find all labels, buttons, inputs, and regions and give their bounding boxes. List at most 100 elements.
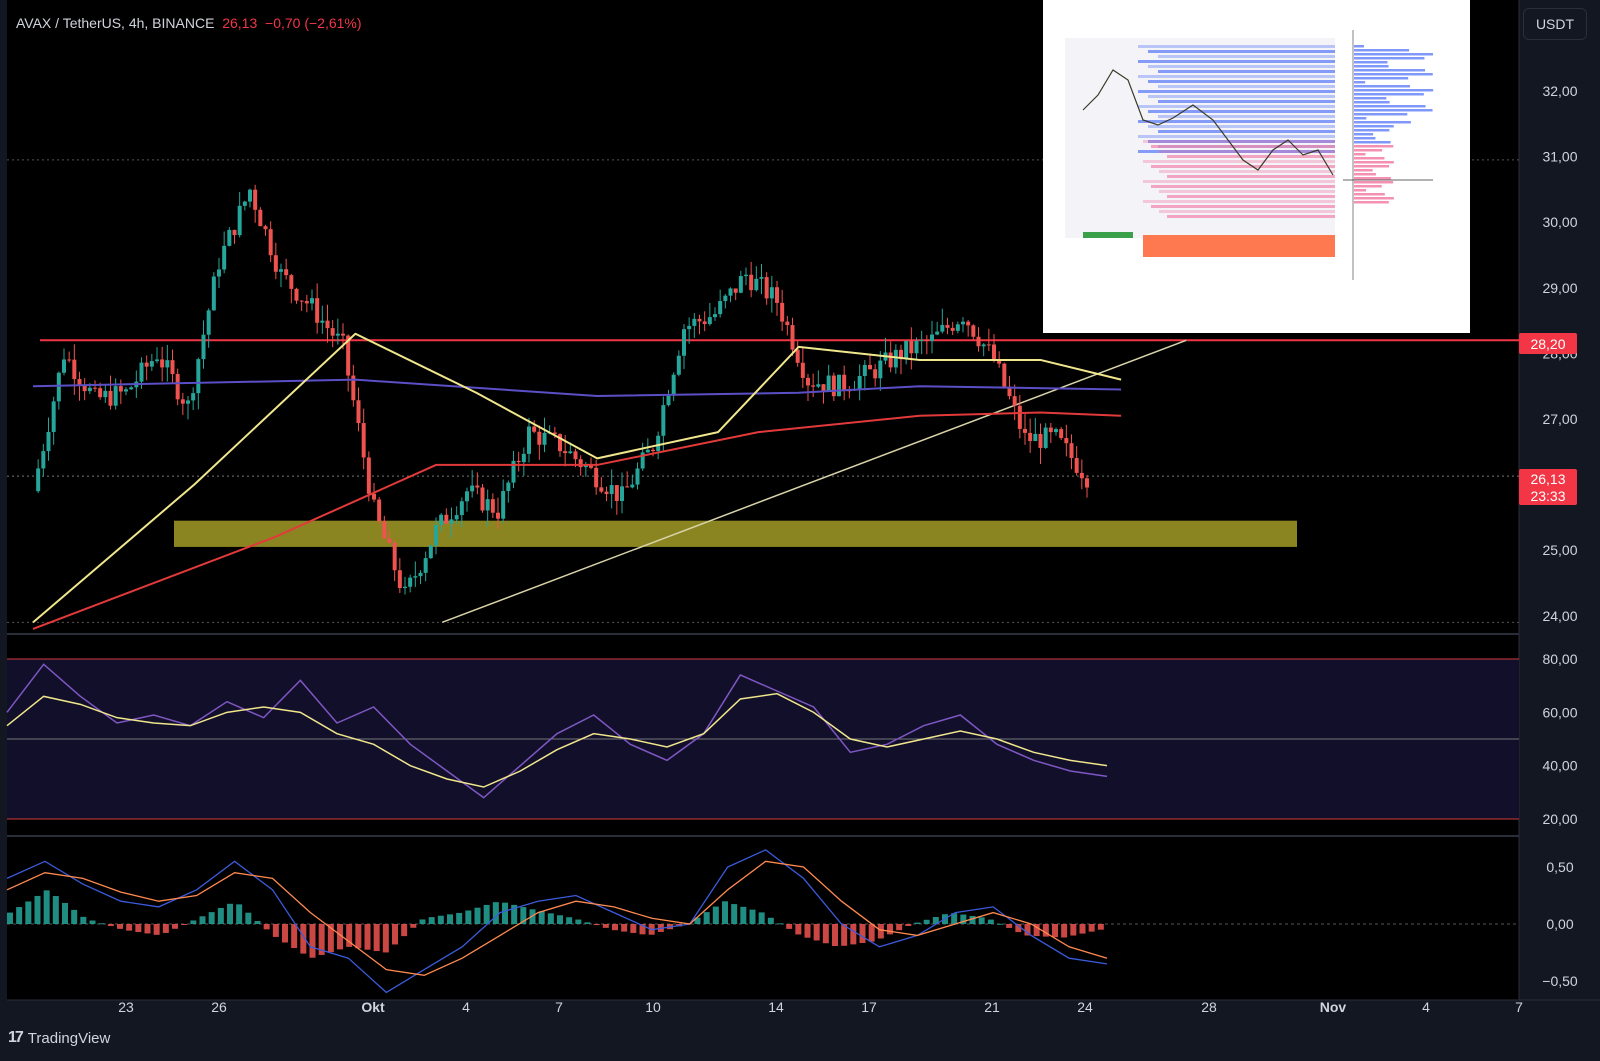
price-axis-label: 24,00 bbox=[1542, 608, 1577, 624]
candle-body bbox=[175, 373, 180, 400]
candle-body bbox=[754, 278, 759, 291]
macd-histogram-bar bbox=[245, 912, 252, 924]
candle-body bbox=[1007, 386, 1012, 397]
candle-body bbox=[583, 465, 588, 468]
candle-body bbox=[816, 384, 821, 387]
macd-histogram-bar bbox=[557, 915, 563, 924]
rsi-axis-label: 60,00 bbox=[1542, 704, 1577, 720]
macd-histogram-bar bbox=[318, 924, 325, 955]
candle-body bbox=[387, 538, 392, 543]
macd-axis-label: −0,50 bbox=[1542, 973, 1578, 989]
candle-body bbox=[439, 514, 444, 525]
macd-histogram-bar bbox=[16, 907, 23, 924]
candle-body bbox=[423, 558, 428, 573]
ema-fast-line bbox=[32, 332, 1122, 624]
candle-body bbox=[614, 485, 619, 501]
macd-histogram-bar bbox=[621, 924, 628, 932]
candle-body bbox=[62, 359, 66, 373]
macd-histogram-bar bbox=[749, 909, 756, 924]
tradingview-logo[interactable]: 17 TradingView bbox=[8, 1029, 110, 1047]
macd-histogram-bar bbox=[547, 913, 554, 924]
macd-histogram-bar bbox=[300, 924, 307, 954]
tradingview-mark-icon: 17 bbox=[8, 1029, 24, 1046]
candle-body bbox=[211, 276, 216, 311]
macd-histogram-bar bbox=[951, 913, 958, 924]
candle-body bbox=[273, 255, 278, 272]
time-axis-label: 7 bbox=[1515, 999, 1523, 1015]
candle-body bbox=[263, 226, 268, 230]
candle-body bbox=[1059, 429, 1064, 439]
macd-histogram-bar bbox=[896, 924, 903, 931]
candle-body bbox=[661, 405, 666, 436]
candle-body bbox=[304, 301, 309, 304]
macd-histogram-bar bbox=[291, 924, 298, 949]
candle-body bbox=[222, 245, 227, 270]
macd-histogram-bar bbox=[969, 915, 976, 924]
candle-body bbox=[640, 452, 645, 469]
macd-histogram-bar bbox=[887, 924, 893, 935]
price-axis-label: 25,00 bbox=[1542, 542, 1577, 558]
macd-histogram-bar bbox=[1024, 924, 1031, 936]
candle-body bbox=[289, 275, 294, 289]
candle-body bbox=[919, 339, 924, 341]
candle-body bbox=[51, 401, 56, 432]
last-price: 26,13 bbox=[222, 15, 258, 31]
macd-histogram-bar bbox=[841, 924, 848, 946]
rsi-axis-label: 20,00 bbox=[1542, 811, 1577, 827]
candle-body bbox=[480, 487, 485, 511]
macd-histogram-bar bbox=[483, 904, 490, 924]
macd-histogram-bar bbox=[492, 902, 499, 924]
resistance-price-tag bbox=[1519, 333, 1577, 354]
candle-body bbox=[392, 542, 397, 571]
candle-body bbox=[785, 321, 790, 326]
macd-histogram-bar bbox=[401, 924, 408, 937]
candle-body bbox=[490, 499, 495, 513]
candle-body bbox=[258, 209, 263, 227]
candle-body bbox=[532, 426, 537, 432]
macd-histogram-bar bbox=[107, 924, 114, 927]
macd-histogram-bar bbox=[162, 924, 169, 933]
candle-body bbox=[1012, 396, 1017, 406]
candle-body bbox=[635, 468, 640, 485]
macd-histogram-bar bbox=[905, 924, 912, 927]
symbol-header[interactable]: AVAX / TetherUS, 4h, BINANCE 26,13 −0,70… bbox=[16, 15, 362, 31]
candle-body bbox=[139, 362, 144, 382]
macd-histogram-bar bbox=[80, 916, 87, 924]
candle-body bbox=[186, 400, 190, 404]
candle-body bbox=[377, 499, 382, 521]
candle-body bbox=[98, 388, 103, 398]
candle-body bbox=[444, 514, 449, 524]
candle-body bbox=[335, 333, 340, 336]
candle-body bbox=[465, 491, 469, 502]
candle-body bbox=[346, 335, 351, 376]
candle-body bbox=[1064, 438, 1069, 444]
candle-body bbox=[129, 387, 134, 390]
candle-body bbox=[191, 393, 196, 401]
ema-slow-line bbox=[32, 411, 1122, 630]
macd-histogram-bar bbox=[89, 920, 96, 924]
candle-body bbox=[687, 325, 692, 330]
macd-histogram-bar bbox=[126, 924, 133, 931]
macd-histogram-bar bbox=[630, 924, 637, 933]
macd-histogram-bar bbox=[144, 924, 151, 934]
candle-body bbox=[149, 361, 154, 367]
candle-body bbox=[93, 387, 97, 389]
candle-body bbox=[604, 491, 609, 495]
symbol-title[interactable]: AVAX / TetherUS, 4h, BINANCE bbox=[16, 15, 215, 31]
macd-histogram-bar bbox=[731, 904, 738, 924]
candle-body bbox=[1043, 427, 1048, 448]
candle-body bbox=[325, 320, 330, 329]
candle-body bbox=[645, 449, 650, 453]
brand-name: TradingView bbox=[27, 1029, 111, 1047]
macd-histogram-bar bbox=[767, 917, 774, 924]
candle-body bbox=[1002, 363, 1007, 387]
candle-body bbox=[56, 372, 61, 402]
macd-histogram-bar bbox=[153, 924, 160, 935]
macd-histogram-bar bbox=[960, 914, 967, 924]
macd-histogram-bar bbox=[795, 924, 802, 935]
candle-body bbox=[842, 374, 847, 391]
candle-body bbox=[217, 269, 221, 277]
candle-body bbox=[981, 344, 986, 347]
currency-button[interactable]: USDT bbox=[1523, 8, 1587, 40]
macd-histogram-bar bbox=[62, 902, 68, 924]
